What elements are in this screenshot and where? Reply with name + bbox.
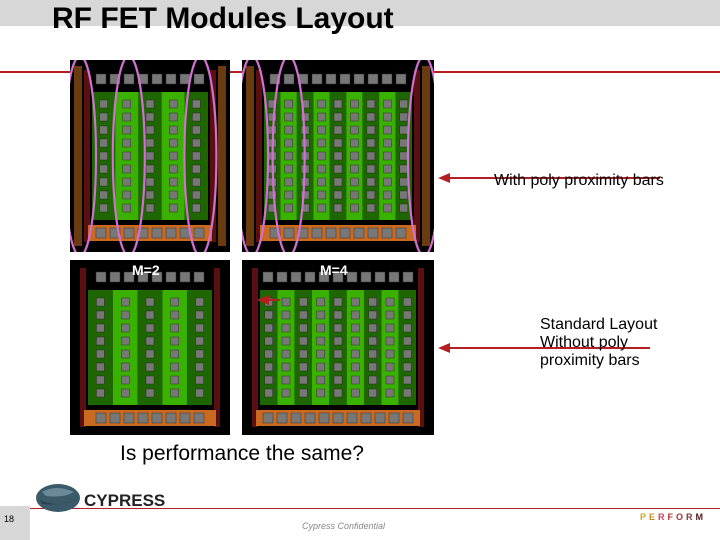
- confidential-text: Cypress Confidential: [302, 521, 385, 531]
- label-m4: M=4: [320, 262, 348, 278]
- fet-module-m2-standard: [70, 260, 230, 435]
- fet-module-m4-with-poly: [242, 60, 434, 252]
- small-arrow: [247, 290, 290, 310]
- fet-module-m2-with-poly: [70, 60, 230, 252]
- logo-text: CYPRESS: [84, 491, 165, 510]
- perform-logo: PERFORM: [640, 512, 706, 522]
- question-text: Is performance the same?: [120, 442, 364, 466]
- page-title: RF FET Modules Layout: [52, 2, 394, 36]
- slide: RF FET Modules Layout M=2 M=4 With poly …: [0, 0, 720, 540]
- cypress-logo: CYPRESS: [36, 478, 196, 528]
- fet-module-m4-standard: [242, 260, 434, 435]
- annotation-poly-proximity: With poly proximity bars: [494, 172, 664, 190]
- label-m2: M=2: [132, 262, 160, 278]
- page-number: 18: [4, 514, 14, 524]
- annotation-standard-layout: Standard Layout Without poly proximity b…: [540, 316, 657, 370]
